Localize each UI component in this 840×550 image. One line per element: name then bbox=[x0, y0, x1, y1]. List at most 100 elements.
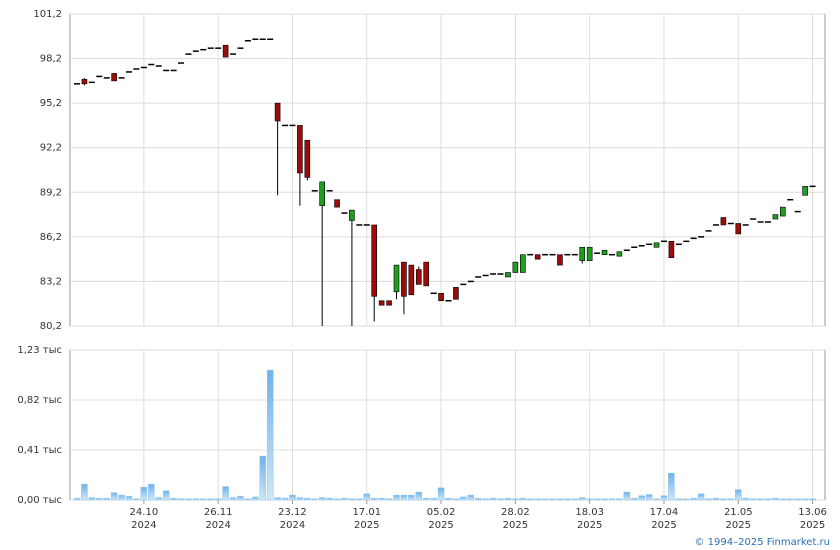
x-tick-day: 23.12 bbox=[278, 507, 307, 518]
volume-bar bbox=[549, 498, 556, 501]
volume-bar bbox=[96, 497, 103, 501]
volume-bar bbox=[422, 497, 430, 501]
volume-tick-label: 0,41 тыс bbox=[17, 445, 62, 456]
y-tick-label: 92,2 bbox=[40, 143, 62, 154]
volume-bar bbox=[326, 497, 333, 501]
volume-bar bbox=[311, 498, 319, 501]
volume-bar bbox=[185, 498, 192, 501]
volume-bar bbox=[653, 498, 660, 501]
volume-bar bbox=[110, 492, 118, 501]
x-tick-year: 2025 bbox=[354, 520, 379, 531]
candle-body bbox=[349, 209, 355, 221]
volume-bar bbox=[794, 498, 801, 501]
volume-bar bbox=[593, 498, 601, 501]
x-tick-day: 26.11 bbox=[204, 507, 233, 518]
volume-bar bbox=[214, 498, 222, 501]
candle-body bbox=[735, 223, 742, 235]
candle-body bbox=[386, 300, 392, 306]
volume-bar bbox=[608, 498, 616, 501]
candle-body bbox=[505, 272, 511, 278]
volume-bar bbox=[430, 497, 437, 501]
volume-bar bbox=[192, 498, 200, 501]
volume-bar bbox=[378, 497, 385, 501]
candle-body bbox=[304, 139, 311, 178]
volume-bar bbox=[252, 496, 259, 501]
volume-bar bbox=[237, 496, 244, 501]
y-tick-label: 101,2 bbox=[33, 9, 62, 20]
volume-bar bbox=[81, 483, 88, 501]
volume-bar bbox=[244, 498, 252, 501]
candle-body bbox=[780, 206, 786, 217]
x-tick-year: 2025 bbox=[800, 520, 825, 531]
candle-body bbox=[653, 242, 660, 248]
volume-bar bbox=[660, 495, 668, 501]
volume-bar bbox=[289, 494, 296, 501]
volume-bar bbox=[363, 493, 371, 501]
volume-frame bbox=[69, 349, 826, 501]
volume-bar bbox=[103, 497, 110, 501]
volume-bar bbox=[155, 497, 162, 501]
footer: © 1994–2025 Finmarket.ru bbox=[694, 537, 830, 548]
volume-bar bbox=[177, 498, 185, 501]
volume-bar bbox=[675, 498, 683, 501]
volume-bar bbox=[73, 497, 81, 501]
volume-bar bbox=[88, 497, 96, 501]
candle-body bbox=[274, 102, 281, 122]
volume-bar bbox=[727, 498, 735, 501]
x-tick-year: 2025 bbox=[577, 520, 602, 531]
x-tick-day: 17.04 bbox=[650, 507, 679, 518]
volume-tick-label: 1,23 тыс bbox=[17, 345, 62, 356]
volume-bar bbox=[133, 498, 140, 501]
y-tick-label: 83,2 bbox=[40, 276, 62, 287]
volume-bar bbox=[259, 455, 266, 501]
volume-bar bbox=[318, 497, 326, 501]
volume-bar bbox=[497, 498, 504, 501]
volume-bar bbox=[281, 497, 289, 501]
candle-body bbox=[111, 73, 117, 82]
x-tick-year: 2024 bbox=[280, 520, 305, 531]
volume-bar bbox=[556, 498, 564, 501]
volume-bar bbox=[705, 498, 712, 501]
volume-bar bbox=[504, 497, 512, 501]
candle-body bbox=[534, 254, 541, 260]
x-tick-year: 2024 bbox=[131, 520, 156, 531]
volume-bar bbox=[333, 498, 341, 501]
x-tick-day: 13.06 bbox=[798, 507, 827, 518]
candle-body bbox=[408, 264, 415, 296]
volume-bar bbox=[720, 498, 727, 501]
candle-body bbox=[378, 300, 385, 306]
volume-bar bbox=[274, 497, 281, 501]
candle-body bbox=[453, 287, 459, 300]
volume-bar bbox=[519, 497, 527, 501]
volume-bar bbox=[266, 369, 274, 501]
x-tick-day: 21.05 bbox=[724, 507, 753, 518]
volume-bar bbox=[578, 497, 586, 501]
volume-bar bbox=[125, 496, 133, 501]
volume-bar bbox=[757, 498, 764, 501]
volume-bar bbox=[452, 498, 460, 501]
volume-bar bbox=[735, 489, 742, 501]
x-tick-day: 18.03 bbox=[575, 507, 604, 518]
candle-body bbox=[371, 224, 378, 297]
volume-bar bbox=[668, 472, 675, 501]
candle-body bbox=[81, 79, 88, 85]
volume-bar bbox=[356, 498, 363, 501]
y-tick-label: 89,2 bbox=[40, 187, 62, 198]
candle-body bbox=[438, 293, 444, 302]
volume-bar bbox=[200, 498, 207, 501]
volume-bar bbox=[645, 494, 653, 501]
volume-bar bbox=[304, 497, 311, 501]
volume-bar bbox=[764, 498, 772, 501]
candle-body bbox=[772, 214, 779, 220]
volume-bar bbox=[445, 497, 452, 501]
volume-bar bbox=[222, 486, 229, 501]
candle-body bbox=[334, 199, 340, 208]
volume-bar bbox=[638, 495, 645, 501]
x-tick-year: 2025 bbox=[726, 520, 751, 531]
volume-bar bbox=[437, 487, 445, 501]
volume-bar bbox=[742, 497, 749, 501]
volume-bar bbox=[148, 483, 155, 501]
candle-body bbox=[586, 246, 593, 261]
volume-bar bbox=[712, 497, 720, 501]
x-tick-year: 2025 bbox=[503, 520, 528, 531]
